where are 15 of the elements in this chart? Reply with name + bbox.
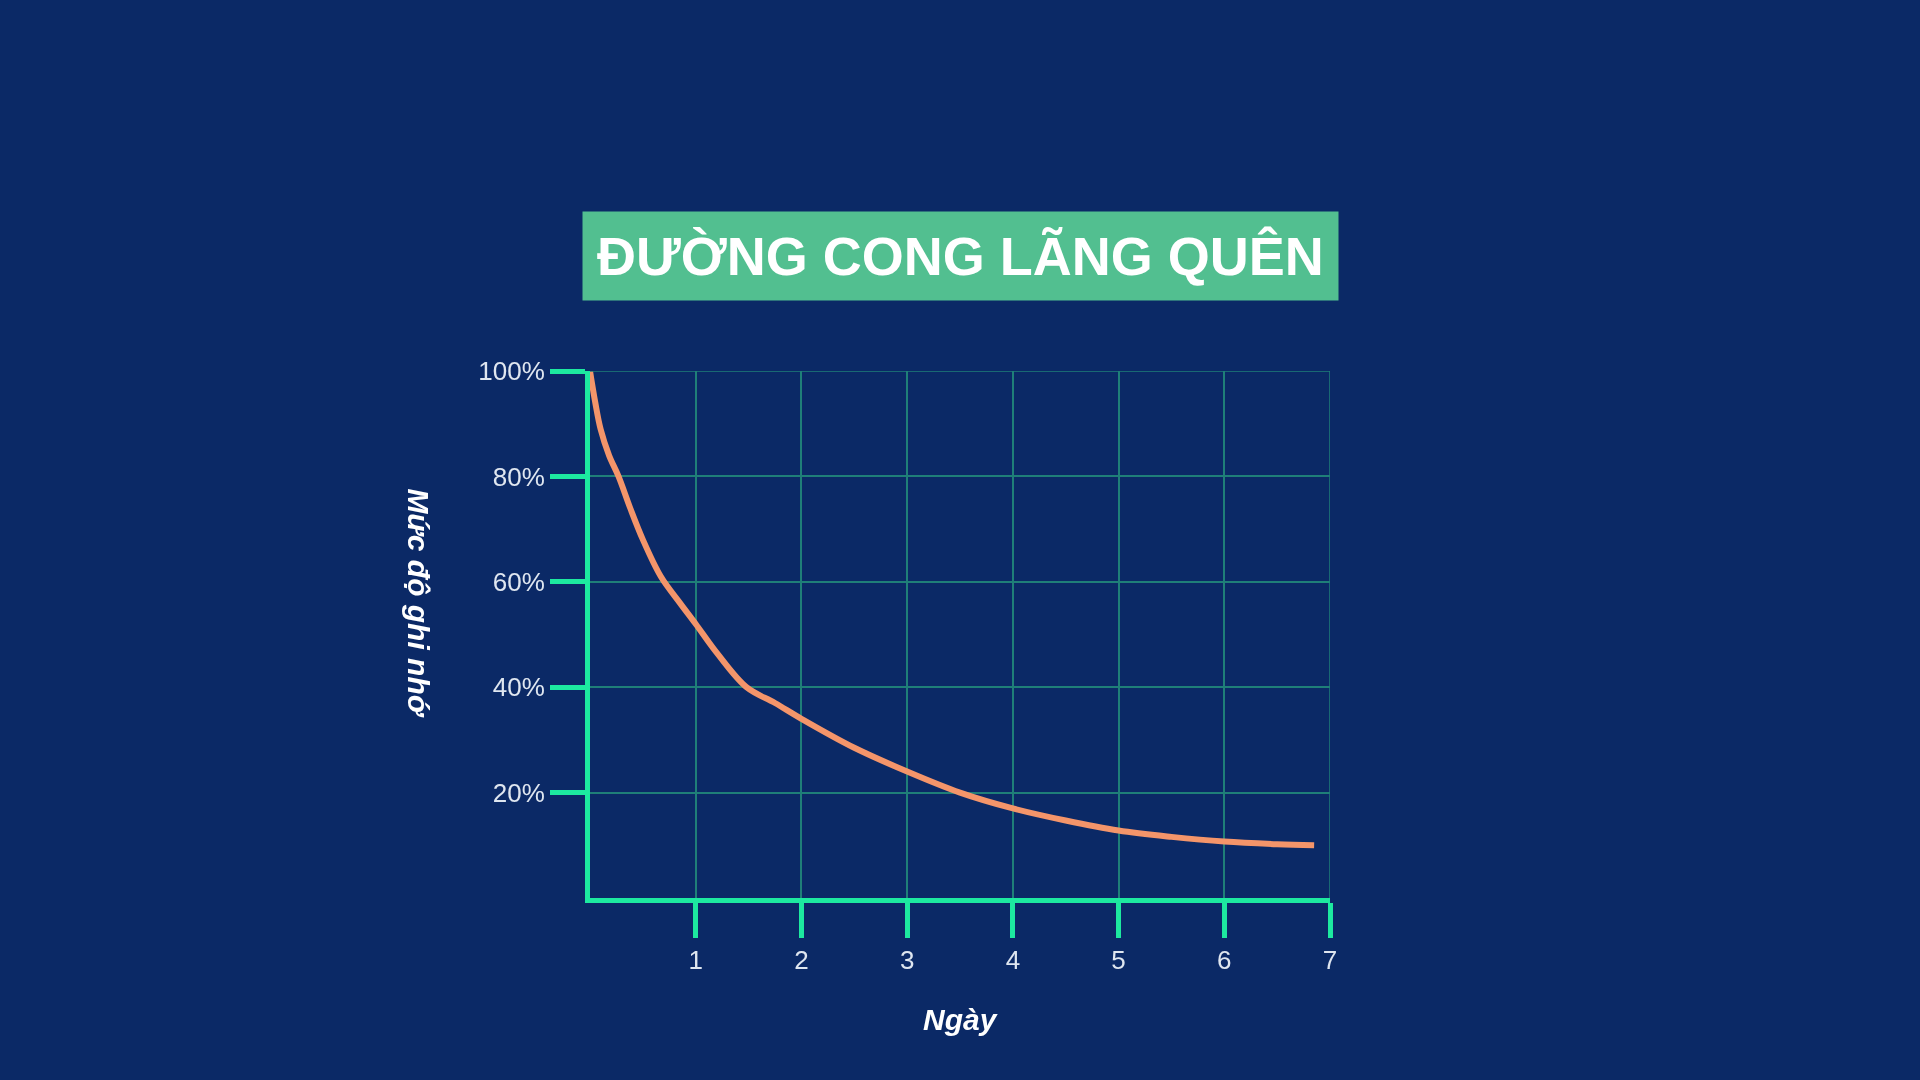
x-tick-label: 2 xyxy=(794,945,809,976)
x-tick-label: 7 xyxy=(1322,945,1338,976)
x-tick-label: 5 xyxy=(1111,945,1126,976)
x-tick-label: 3 xyxy=(899,945,915,976)
x-tick-label: 4 xyxy=(1005,945,1021,976)
x-tick-label: 6 xyxy=(1217,945,1232,976)
x-axis-title: Ngày xyxy=(923,1003,998,1036)
y-tick-label: 60% xyxy=(492,566,545,597)
chart-title: ĐƯỜNG CONG LÃNG QUÊN xyxy=(597,226,1324,286)
x-tick-label: 1 xyxy=(688,945,703,976)
y-tick-label: 80% xyxy=(492,461,545,492)
y-tick-label: 100% xyxy=(478,356,545,387)
y-tick-label: 40% xyxy=(492,672,545,703)
y-tick-label: 20% xyxy=(492,777,545,808)
y-axis-title: Mức độ ghi nhớ xyxy=(402,488,436,718)
